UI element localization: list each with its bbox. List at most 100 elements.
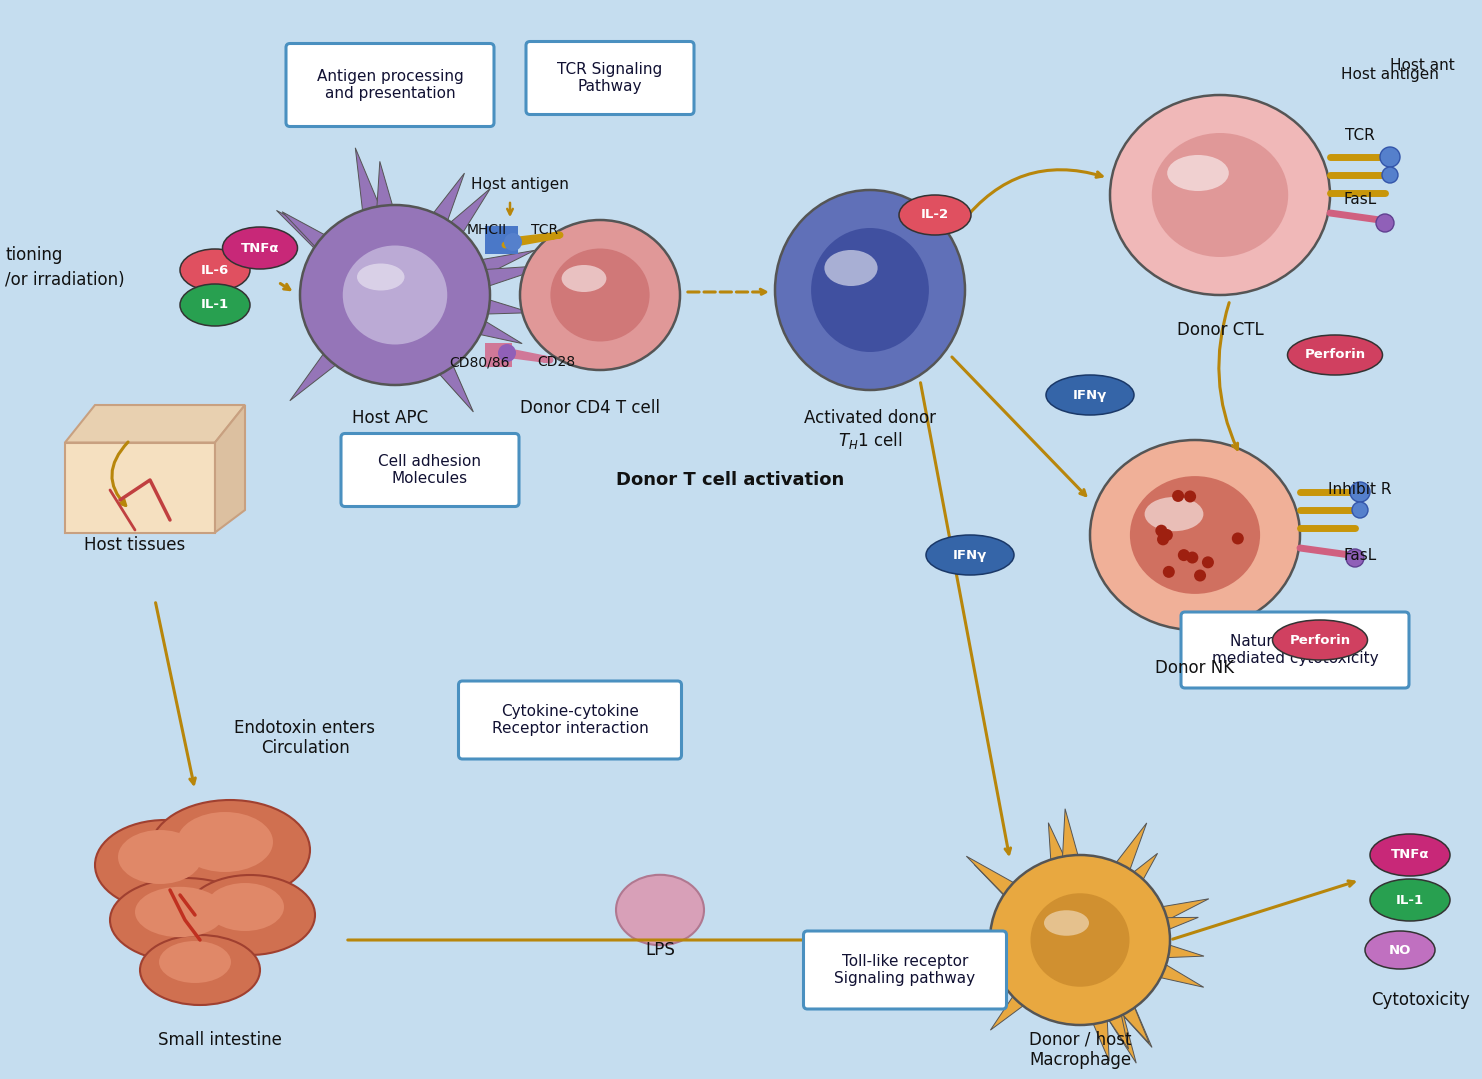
Polygon shape [1092, 984, 1128, 1049]
Ellipse shape [159, 941, 231, 983]
Text: Cytokine-cytokine
Receptor interaction: Cytokine-cytokine Receptor interaction [492, 704, 649, 736]
Circle shape [1383, 167, 1398, 183]
Ellipse shape [150, 800, 310, 900]
Ellipse shape [1369, 879, 1449, 921]
Polygon shape [418, 336, 473, 412]
Polygon shape [375, 162, 402, 240]
Polygon shape [485, 226, 519, 254]
Polygon shape [1061, 809, 1086, 888]
Ellipse shape [1365, 931, 1435, 969]
Polygon shape [290, 327, 362, 400]
Text: Toll-like receptor
Signaling pathway: Toll-like receptor Signaling pathway [834, 954, 975, 986]
Polygon shape [1048, 822, 1077, 891]
Polygon shape [1135, 935, 1203, 959]
Polygon shape [452, 265, 551, 297]
Polygon shape [1129, 948, 1203, 987]
Ellipse shape [824, 250, 877, 286]
Text: Small intestine: Small intestine [159, 1032, 282, 1049]
Polygon shape [215, 405, 245, 533]
Text: MHCII: MHCII [467, 223, 507, 237]
Text: Antigen processing
and presentation: Antigen processing and presentation [317, 69, 464, 101]
Ellipse shape [550, 248, 649, 341]
Text: /or irradiation): /or irradiation) [4, 271, 124, 289]
Ellipse shape [179, 249, 250, 291]
Circle shape [1202, 557, 1214, 569]
Polygon shape [446, 303, 522, 343]
Circle shape [1346, 549, 1363, 566]
Ellipse shape [775, 190, 965, 390]
Ellipse shape [1046, 375, 1134, 415]
Text: Donor T cell activation: Donor T cell activation [617, 472, 845, 489]
Polygon shape [453, 289, 531, 315]
Text: Inhibit R: Inhibit R [1328, 482, 1392, 497]
Text: Donor NK: Donor NK [1156, 659, 1235, 677]
FancyBboxPatch shape [341, 434, 519, 506]
Text: IL-2: IL-2 [920, 208, 948, 221]
Ellipse shape [1043, 911, 1089, 935]
Circle shape [1375, 214, 1395, 232]
Circle shape [1172, 490, 1184, 502]
Polygon shape [1101, 978, 1150, 1043]
Text: Host ant: Host ant [1390, 57, 1455, 72]
Text: TNFα: TNFα [1390, 848, 1429, 861]
FancyBboxPatch shape [458, 681, 682, 759]
Ellipse shape [299, 205, 491, 385]
FancyBboxPatch shape [803, 931, 1006, 1009]
Circle shape [1157, 533, 1169, 545]
Circle shape [1187, 551, 1199, 563]
Text: TCR: TCR [532, 223, 559, 237]
Circle shape [1352, 502, 1368, 518]
Text: Activated donor
$T_H$1 cell: Activated donor $T_H$1 cell [805, 409, 937, 451]
Text: TCR: TCR [1346, 127, 1375, 142]
Text: Cell adhesion
Molecules: Cell adhesion Molecules [378, 454, 482, 487]
Ellipse shape [1110, 95, 1329, 295]
Ellipse shape [900, 195, 971, 235]
Ellipse shape [1089, 440, 1300, 630]
Circle shape [1350, 482, 1369, 502]
Ellipse shape [357, 263, 405, 290]
Circle shape [1184, 491, 1196, 503]
Ellipse shape [617, 875, 704, 945]
Text: Perforin: Perforin [1304, 349, 1365, 361]
Polygon shape [485, 343, 511, 367]
Ellipse shape [562, 265, 606, 292]
Text: IL-6: IL-6 [202, 263, 230, 276]
Polygon shape [966, 856, 1042, 918]
Polygon shape [990, 970, 1049, 1030]
Circle shape [1380, 147, 1400, 167]
Polygon shape [448, 250, 535, 290]
Text: CD80/86: CD80/86 [449, 355, 510, 369]
Text: IL-1: IL-1 [202, 299, 230, 312]
Ellipse shape [1168, 155, 1229, 191]
Text: IFNγ: IFNγ [1073, 388, 1107, 401]
Text: FasL: FasL [1343, 192, 1377, 207]
Polygon shape [1097, 823, 1147, 899]
Text: Host tissues: Host tissues [84, 536, 185, 554]
Polygon shape [1109, 853, 1157, 907]
Polygon shape [974, 864, 1040, 918]
Text: LPS: LPS [645, 941, 674, 959]
Circle shape [1178, 549, 1190, 561]
FancyBboxPatch shape [526, 41, 694, 114]
Ellipse shape [110, 878, 259, 962]
Ellipse shape [222, 227, 298, 269]
Text: Donor CD4 T cell: Donor CD4 T cell [520, 399, 659, 416]
Polygon shape [65, 442, 215, 533]
Text: Cytotoxicity: Cytotoxicity [1371, 991, 1469, 1009]
Ellipse shape [139, 935, 259, 1005]
Text: CD28: CD28 [536, 355, 575, 369]
Ellipse shape [1144, 497, 1203, 531]
Text: Perforin: Perforin [1289, 633, 1350, 646]
Ellipse shape [176, 812, 273, 872]
Ellipse shape [1369, 834, 1449, 876]
Ellipse shape [95, 820, 236, 910]
Polygon shape [1080, 989, 1109, 1061]
Ellipse shape [1030, 893, 1129, 987]
Ellipse shape [1152, 133, 1288, 257]
Polygon shape [1092, 984, 1137, 1063]
Circle shape [498, 344, 516, 361]
Ellipse shape [135, 887, 225, 938]
Circle shape [504, 233, 522, 251]
Polygon shape [356, 148, 393, 243]
Circle shape [1194, 570, 1206, 582]
